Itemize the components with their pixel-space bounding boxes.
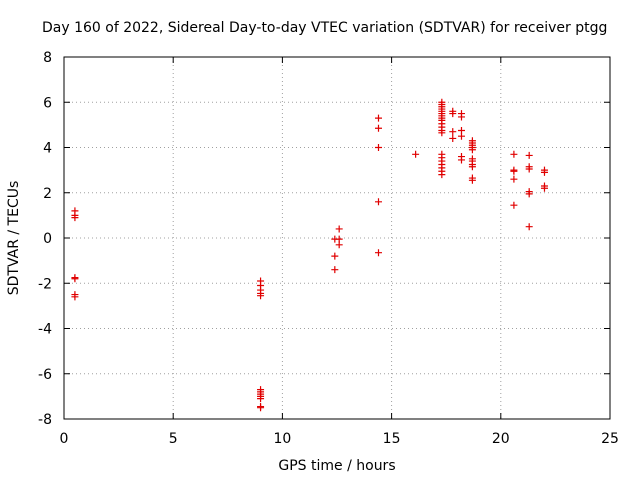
data-point [510,201,518,209]
y-tick-labels: -8 -6 -4 -2 0 2 4 6 8 [38,50,52,428]
y-tick-label: -6 [38,367,52,383]
data-point [257,292,265,300]
data-point [331,266,339,274]
data-point [374,144,382,151]
axis-ticks [63,56,611,420]
data-point [257,404,265,412]
data-point [540,184,548,192]
y-tick-label: 8 [43,50,52,66]
y-tick-label: -4 [38,322,52,338]
data-point [335,225,343,233]
x-tick-labels: 0 5 10 15 20 25 [60,431,619,447]
x-tick-label: 5 [169,431,178,447]
data-point [468,176,476,184]
data-point [457,156,465,164]
data-point [449,134,457,142]
data-point [449,128,457,136]
y-tick-label: 2 [43,186,52,202]
y-tick-label: -8 [38,412,52,428]
data-point [331,252,339,260]
data-point [374,198,382,206]
data-point [525,151,533,159]
data-points [71,98,548,412]
data-point [374,124,382,132]
x-tick-label: 15 [383,431,401,447]
data-point [540,168,548,176]
data-point [71,275,79,283]
data-point [510,150,518,158]
data-point [374,249,382,257]
data-point [468,163,476,171]
y-tick-label: 4 [43,141,52,157]
y-axis-label: SDTVAR / TECUs [6,181,22,296]
y-tick-label: 6 [43,95,52,111]
data-point [468,146,476,154]
data-point [457,132,465,140]
data-point [71,214,79,222]
x-tick-label: 25 [601,431,619,447]
data-point [449,110,457,118]
data-point [335,241,343,249]
y-tick-label: 0 [43,231,52,247]
data-point [510,167,518,175]
x-tick-label: 0 [60,431,69,447]
x-tick-label: 20 [492,431,510,447]
chart-title: Day 160 of 2022, Sidereal Day-to-day VTE… [42,20,607,36]
data-point [374,114,382,122]
data-point [438,171,446,179]
data-point [525,190,533,198]
x-tick-label: 10 [273,431,291,447]
data-point [525,223,533,231]
x-axis-label: GPS time / hours [278,458,395,474]
grid [64,57,610,419]
data-point [510,175,518,183]
y-tick-label: -2 [38,276,52,292]
data-point [457,113,465,121]
data-point [71,293,79,301]
data-point [438,129,446,137]
data-point [257,395,265,403]
data-point [412,150,420,158]
data-point [525,165,533,173]
